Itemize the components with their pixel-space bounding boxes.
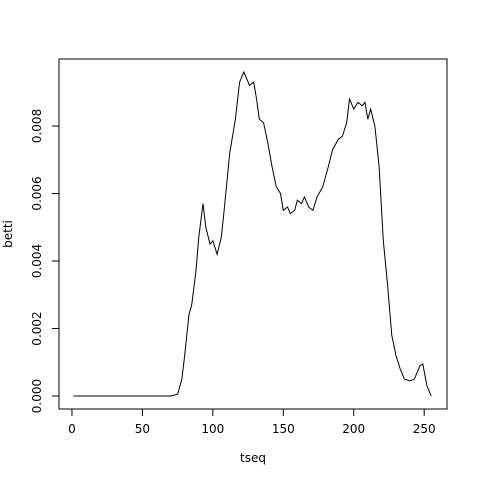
- x-tick-label: 200: [342, 422, 365, 436]
- y-tick-label: 0.008: [30, 109, 44, 143]
- y-tick-label: 0.004: [30, 244, 44, 278]
- x-tick-label: 50: [135, 422, 150, 436]
- x-tick-label: 250: [413, 422, 436, 436]
- plot-frame: [58, 58, 448, 410]
- x-axis-title: tseq: [240, 451, 266, 465]
- data-line: [73, 70, 432, 397]
- y-tick-label: 0.006: [30, 176, 44, 210]
- x-tick-label: 100: [201, 422, 224, 436]
- y-axis-title: betti: [1, 220, 15, 248]
- y-tick-label: 0.002: [30, 311, 44, 345]
- x-tick-label: 150: [272, 422, 295, 436]
- x-tick-label: 0: [68, 422, 76, 436]
- y-tick-label: 0.000: [30, 379, 44, 413]
